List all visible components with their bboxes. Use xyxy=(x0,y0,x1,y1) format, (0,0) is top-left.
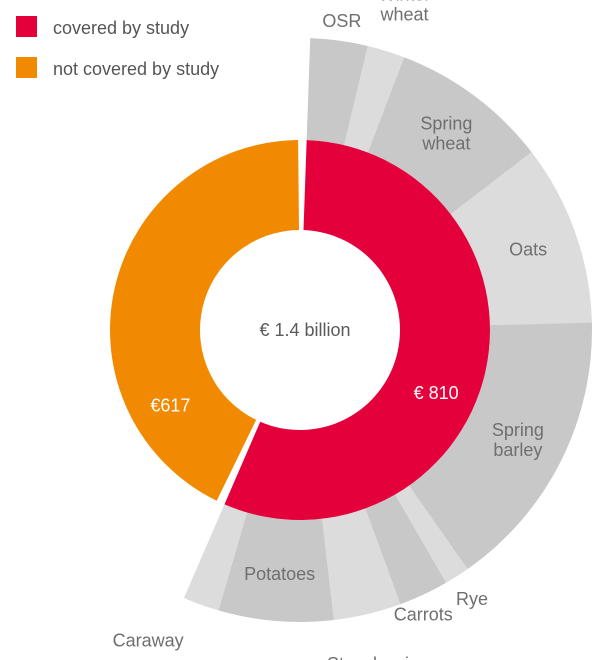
legend-label-not-covered: not covered by study xyxy=(53,59,219,79)
outer-slice-spring-barley xyxy=(409,322,592,570)
outer-slice-label-spring-wheat: Spring wheat xyxy=(420,114,472,154)
outer-slice-label-strawberries: Strawberries xyxy=(327,654,428,660)
outer-slice-label-carrots: Carrots xyxy=(394,604,453,624)
outer-slice-rye xyxy=(395,485,468,583)
outer-slice-label-osr: OSR xyxy=(322,11,361,31)
inner-slice-covered-by-study xyxy=(224,140,491,520)
outer-slice-label-oats: Oats xyxy=(509,239,547,259)
legend: covered by study not covered by study xyxy=(16,16,219,79)
outer-slice-label-rye: Rye xyxy=(456,589,488,609)
outer-slice-winter-wheat xyxy=(344,46,405,153)
outer-slice-potatoes xyxy=(218,512,334,622)
outer-ring xyxy=(183,38,592,622)
outer-slice-carrots xyxy=(365,494,447,605)
outer-slice-strawberries xyxy=(322,508,401,621)
inner-slice-label-covered-by-study: € 810 xyxy=(414,383,459,403)
outer-slice-label-spring-barley: Spring barley xyxy=(492,420,544,460)
outer-slice-label-winter-wheat: Winterwheat xyxy=(378,0,430,24)
legend-swatch-not-covered xyxy=(16,57,37,78)
center-total-label: € 1.4 billion xyxy=(259,320,350,340)
outer-slice-label-potatoes: Potatoes xyxy=(244,564,315,584)
outer-slice-caraway xyxy=(183,504,247,611)
outer-slice-spring-wheat xyxy=(367,57,532,215)
outer-slice-label-caraway: Caraway xyxy=(113,630,184,650)
inner-ring xyxy=(110,140,491,520)
inner-slice-label-not-covered-by-study: €617 xyxy=(150,396,190,416)
legend-swatch-covered xyxy=(16,16,37,37)
legend-label-covered: covered by study xyxy=(53,18,189,38)
inner-labels: € 810 €617 xyxy=(150,383,458,416)
inner-slice-not-covered-by-study xyxy=(110,140,300,501)
outer-slice-oats xyxy=(450,152,592,326)
outer-slice-osr xyxy=(306,38,368,146)
